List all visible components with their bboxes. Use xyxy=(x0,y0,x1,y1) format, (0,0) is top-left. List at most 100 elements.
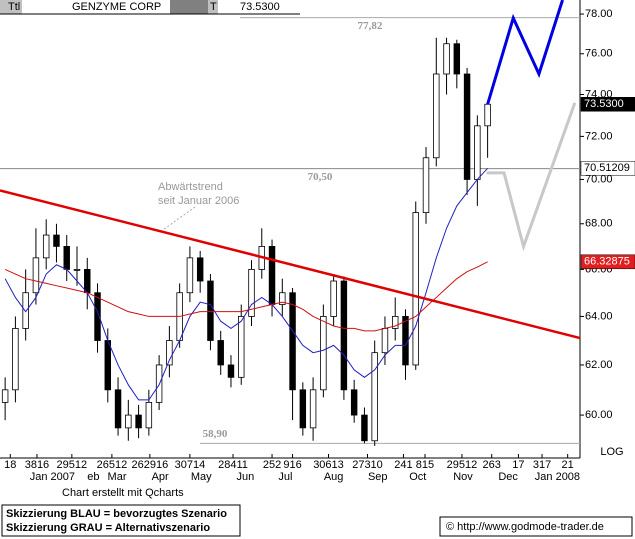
scenario-line xyxy=(486,102,577,252)
candle-body xyxy=(433,73,440,159)
candle-body xyxy=(484,103,491,127)
y-tick-label: 68.00 xyxy=(585,218,613,230)
candle-body xyxy=(84,268,91,294)
month-label: Dec xyxy=(498,471,518,483)
horizontal-line-label: 77,82 xyxy=(358,20,383,32)
x-tick-label: 815 xyxy=(416,459,434,471)
candle-body xyxy=(94,292,101,341)
candle-body xyxy=(330,280,337,317)
x-tick-label: 916 xyxy=(283,459,301,471)
trendline xyxy=(0,189,581,340)
value-box xyxy=(580,254,635,270)
candle-body xyxy=(463,73,471,180)
x-tick-label: 262916 xyxy=(132,459,169,471)
y-tick-label: 60.00 xyxy=(585,409,613,421)
candle-body xyxy=(227,364,235,378)
credit: Chart erstellt mit Qcharts xyxy=(62,487,184,499)
month-label: Aug xyxy=(324,471,344,483)
candle-body xyxy=(453,43,461,75)
x-tick-label: 241 xyxy=(394,459,412,471)
month-label: eb xyxy=(87,471,99,483)
x-tick-label: 29512 xyxy=(447,459,478,471)
y-tick-label: 70.00 xyxy=(585,173,613,185)
candle-body xyxy=(1,389,9,403)
candle-body xyxy=(320,316,327,391)
candle-body xyxy=(186,257,194,294)
horizontal-line-label: 58,90 xyxy=(203,428,228,440)
candle-body xyxy=(474,125,481,180)
scenario-line xyxy=(486,0,564,105)
candle-body xyxy=(289,292,296,391)
month-label: Oct xyxy=(409,471,426,483)
candle-body xyxy=(114,389,122,429)
candle-body xyxy=(63,246,70,270)
month-label: Jan 2008 xyxy=(535,471,580,483)
header-cell xyxy=(170,0,208,14)
candle-body xyxy=(371,352,378,442)
month-label: Mar xyxy=(108,471,127,483)
candle-body xyxy=(248,268,255,317)
month-label: Apr xyxy=(152,471,169,483)
x-tick-label: 26512 xyxy=(97,459,128,471)
candle-body xyxy=(443,43,450,75)
value-box-label: 73.5300 xyxy=(584,98,624,110)
annotation-pointer xyxy=(159,206,196,233)
candle-body xyxy=(381,328,389,354)
x-tick-label: 3816 xyxy=(25,459,49,471)
y-tick-label: 72.00 xyxy=(585,130,613,142)
x-tick-label: 28411 xyxy=(218,459,248,471)
source: © http://www.godmode-trader.de xyxy=(446,521,604,533)
month-label: Jun xyxy=(236,471,254,483)
horizontal-line-label: 70,50 xyxy=(308,171,333,183)
y-tick-label: 64.00 xyxy=(585,310,613,322)
candle-body xyxy=(422,157,430,213)
annotation: Abwärtstrend xyxy=(158,181,223,193)
x-tick-label: 263 xyxy=(483,459,501,471)
candle-body xyxy=(268,246,276,305)
candle-body xyxy=(145,401,153,429)
source-box xyxy=(439,516,633,537)
x-tick-label: 17 xyxy=(512,459,524,471)
moving-average xyxy=(4,167,488,401)
candle-body xyxy=(412,212,419,366)
candle-body xyxy=(391,316,399,329)
candle-body xyxy=(125,414,132,429)
candle-body xyxy=(340,280,348,391)
candle-body xyxy=(22,292,29,329)
note: Skizzierung BLAU = bevorzugtes Szenario xyxy=(6,508,227,520)
header-quote: 73.5300 xyxy=(240,1,280,13)
value-box xyxy=(580,161,635,176)
y-tick-label: 78.00 xyxy=(585,8,613,20)
x-tick-label: 317 xyxy=(533,459,551,471)
x-tick-label: 27310 xyxy=(352,459,383,471)
candle-body xyxy=(279,292,286,305)
x-tick-label: 252 xyxy=(263,459,281,471)
header-text: Ttl xyxy=(8,1,20,13)
candle-body xyxy=(42,234,50,259)
candle-body xyxy=(299,389,307,429)
x-tick-label: 29512 xyxy=(57,459,88,471)
header-cell xyxy=(208,0,218,14)
month-label: May xyxy=(191,471,212,483)
candle-body xyxy=(104,340,112,391)
note: Skizzierung GRAU = Alternativszenario xyxy=(6,522,210,534)
candle-body xyxy=(32,257,40,294)
x-tick-label: 30714 xyxy=(175,459,206,471)
candle-body xyxy=(12,328,19,391)
candle-body xyxy=(361,414,368,442)
value-box-label: 66.32875 xyxy=(584,256,630,268)
header-cell xyxy=(0,0,22,14)
candle-body xyxy=(207,280,214,341)
candle-body xyxy=(217,340,224,366)
candle-body xyxy=(196,257,204,282)
y-tick-label: 76.00 xyxy=(585,48,613,60)
value-box xyxy=(580,97,635,112)
month-label: Sep xyxy=(368,471,388,483)
candle-body xyxy=(73,268,81,271)
scale-label: LOG xyxy=(600,446,623,458)
value-box-label: 70.51209 xyxy=(584,162,630,174)
candle-body xyxy=(53,234,60,247)
candle-body xyxy=(238,316,245,378)
